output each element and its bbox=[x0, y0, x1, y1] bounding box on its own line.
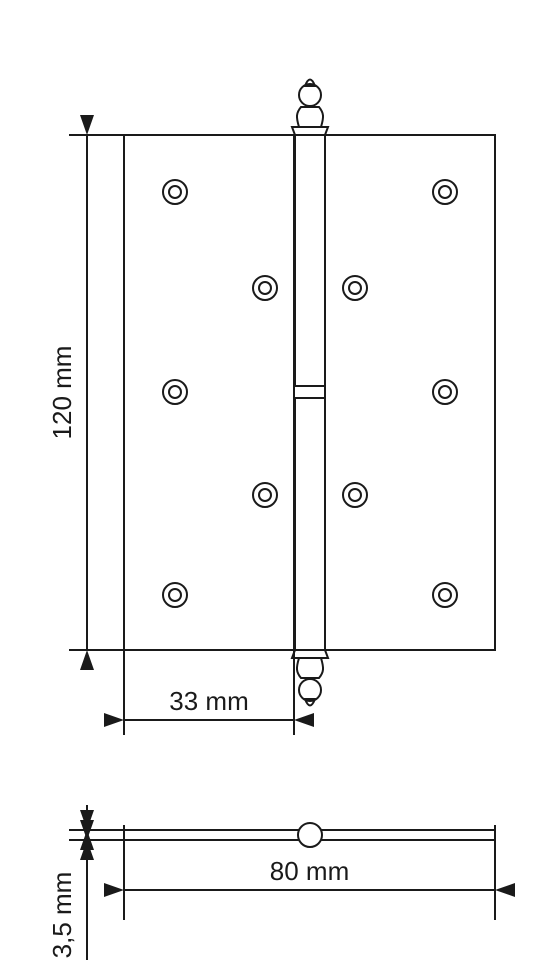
dim-full-width-label: 80 mm bbox=[270, 856, 349, 886]
screw-hole bbox=[343, 276, 367, 300]
screw-hole bbox=[163, 180, 187, 204]
screw-hole bbox=[163, 380, 187, 404]
screw-hole bbox=[253, 276, 277, 300]
screw-hole bbox=[433, 180, 457, 204]
barrel-side-view bbox=[298, 823, 322, 847]
screw-hole bbox=[433, 583, 457, 607]
dim-leaf-width-label: 33 mm bbox=[169, 686, 248, 716]
screw-hole bbox=[433, 380, 457, 404]
hinge-technical-drawing: 120 mm 33 mm 80 mm 3,5 mm bbox=[0, 0, 551, 974]
hinge-leaf-left bbox=[124, 135, 294, 650]
dim-thickness-label: 3,5 mm bbox=[47, 872, 77, 959]
screw-hole bbox=[253, 483, 277, 507]
hinge-leaf-right bbox=[325, 135, 495, 650]
dim-height-label: 120 mm bbox=[47, 346, 77, 440]
screw-hole bbox=[163, 583, 187, 607]
screw-hole bbox=[343, 483, 367, 507]
